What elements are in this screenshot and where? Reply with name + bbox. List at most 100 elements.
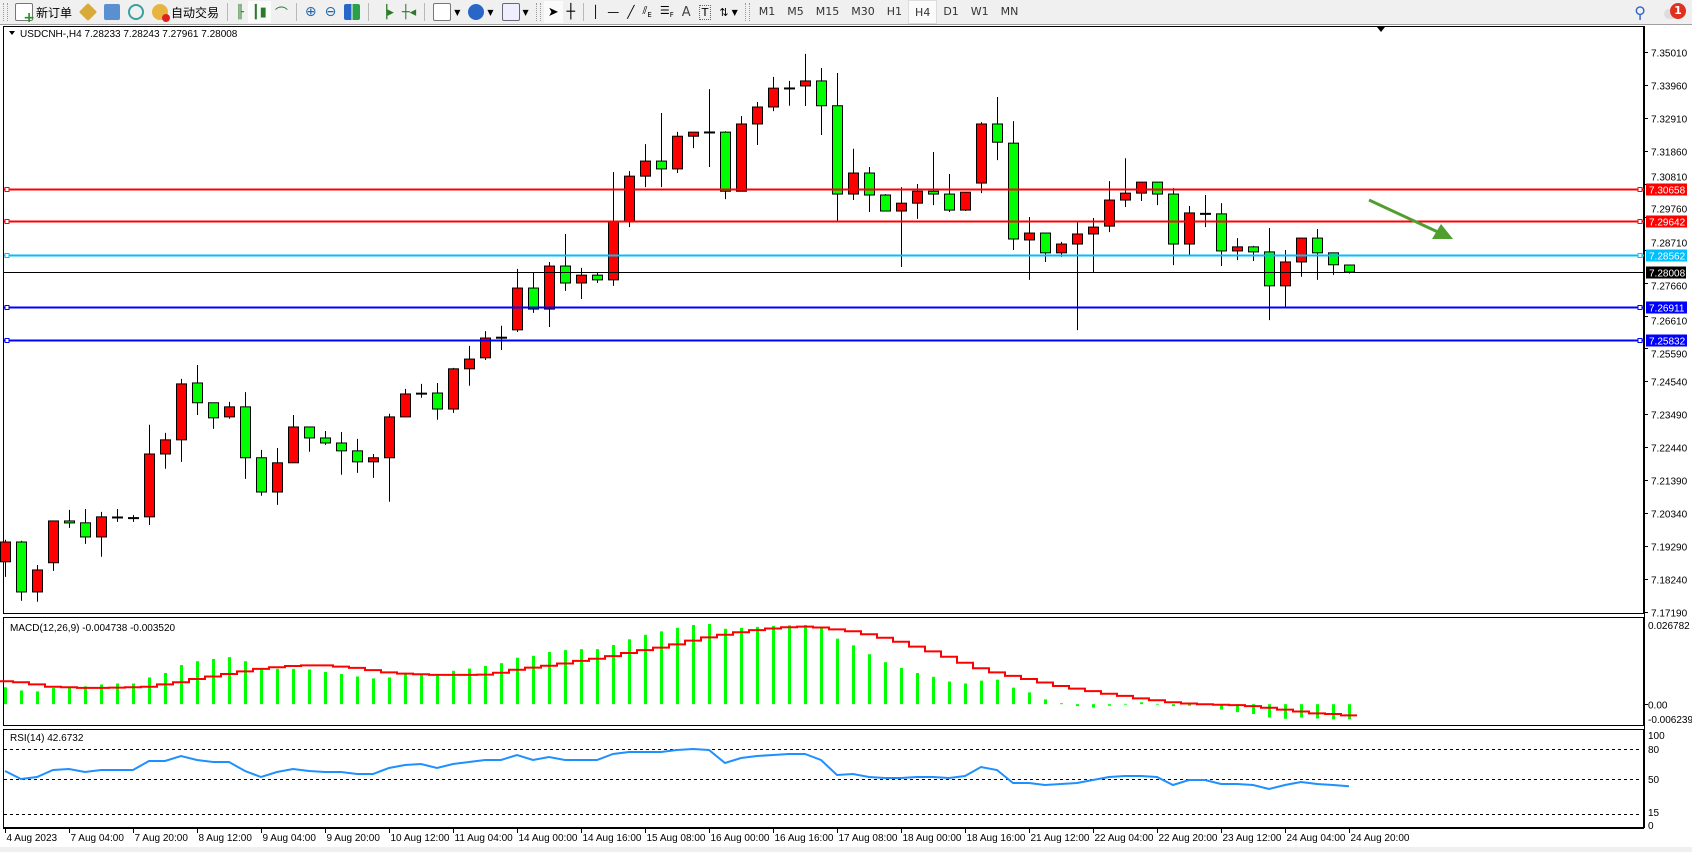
macd-label: MACD(12,26,9) -0.004738 -0.003520	[10, 623, 176, 634]
macd-histogram-bar	[52, 687, 55, 705]
macd-histogram-bar	[660, 631, 663, 705]
chart-shift-button[interactable]: ▕▸	[373, 1, 398, 23]
horizontal-line[interactable]: 7.26911	[4, 301, 1687, 315]
time-tick-label: 16 Aug 16:00	[775, 833, 834, 844]
line-chart-button[interactable]: ⌒	[271, 1, 292, 23]
text-label-icon: T	[698, 4, 712, 20]
green-trend-arrow[interactable]	[1368, 198, 1453, 239]
macd-histogram-bar	[1092, 704, 1095, 708]
timeframe-m15[interactable]: M15	[815, 4, 840, 18]
macd-histogram-bar	[484, 666, 487, 705]
candle-body-up	[688, 131, 699, 137]
candle	[496, 325, 507, 350]
toolbar-grip[interactable]	[744, 3, 750, 21]
macd-histogram-bar	[900, 667, 903, 705]
timeframe-m5[interactable]: M5	[787, 4, 804, 18]
chart-header: USDCNH-,H4 7.28233 7.28243 7.27961 7.280…	[20, 29, 238, 40]
horizontal-line-button[interactable]: —	[603, 1, 623, 23]
separator	[368, 3, 370, 21]
data-window-button[interactable]	[100, 1, 124, 23]
horizontal-line[interactable]: 7.25832	[4, 334, 1687, 348]
bar-chart-button[interactable]: ╟	[232, 1, 248, 23]
macd-histogram-bar	[148, 677, 151, 705]
horizontal-line[interactable]: 7.30658	[4, 183, 1687, 197]
timeframe-d1[interactable]: D1	[943, 4, 959, 18]
macd-histogram-bar	[308, 669, 311, 705]
zoom-in-button[interactable]: ⊕	[301, 1, 321, 23]
candle-body-down	[1008, 142, 1019, 240]
candle-body-down	[1040, 232, 1051, 254]
tile-windows-button[interactable]	[340, 1, 364, 23]
candle-body-up	[1296, 237, 1307, 263]
templates-button[interactable]: ▼	[498, 1, 533, 23]
text-label-button[interactable]: T	[695, 1, 716, 23]
cursor-button[interactable]: ➤	[543, 1, 563, 23]
candle	[528, 272, 539, 313]
time-tick-label: 7 Aug 20:00	[135, 833, 189, 844]
timeframe-h1[interactable]: H1	[886, 4, 903, 18]
chart-shift-marker[interactable]	[1377, 27, 1385, 32]
price-tag-label: 7.28562	[1649, 252, 1686, 263]
line-anchor-handle	[4, 253, 10, 258]
equidistant-channel-button[interactable]: ⫽E	[639, 1, 656, 23]
market-watch-button[interactable]	[76, 1, 100, 23]
toolbar-grip[interactable]	[3, 3, 8, 21]
vertical-line-button[interactable]: │	[588, 1, 603, 23]
auto-trading-button[interactable]: 自动交易	[148, 1, 223, 23]
fibonacci-button[interactable]: ☰F	[656, 1, 678, 23]
crosshair-button[interactable]: ┼	[563, 1, 579, 23]
timeframe-mn[interactable]: MN	[1000, 4, 1019, 18]
search-icon[interactable]: ⚲	[1634, 2, 1646, 22]
notifications-icon[interactable]: 1	[1664, 3, 1686, 21]
zoom-out-icon: ⊖	[324, 4, 337, 20]
horizontal-line[interactable]: 7.28562	[4, 249, 1687, 263]
timeframe-m1[interactable]: M1	[758, 4, 776, 18]
signals-button[interactable]	[124, 1, 148, 23]
candle-body-up	[1024, 232, 1035, 241]
candle-body-up	[448, 368, 459, 410]
candle-body-up	[512, 287, 523, 331]
candle-body-up	[384, 416, 395, 459]
zoom-out-button[interactable]: ⊖	[321, 1, 341, 23]
candle	[1056, 241, 1067, 257]
timeframe-bar: M1 M5 M15 M30 H1 H4 D1 W1 MN	[753, 0, 1025, 24]
rsi-tick-label: 100	[1648, 731, 1665, 742]
macd-histogram-bar	[1012, 687, 1015, 705]
new-order-button[interactable]: + 新订单	[11, 1, 76, 25]
templates-icon	[501, 3, 520, 21]
time-tick-label: 8 Aug 12:00	[199, 833, 253, 844]
arrows-button[interactable]: ⇅ ▼	[715, 1, 741, 23]
candlestick-button[interactable]: ┃▮	[247, 1, 271, 23]
timeframe-m30[interactable]: M30	[851, 4, 875, 18]
candle-body-down	[192, 382, 203, 404]
price-tag	[1646, 334, 1687, 347]
candle	[560, 233, 571, 291]
candle	[704, 89, 715, 168]
toolbar-grip[interactable]	[535, 3, 541, 21]
candle	[768, 76, 779, 112]
trendline-button[interactable]: ╱	[623, 1, 638, 23]
macd-histogram-bar	[1332, 704, 1335, 720]
macd-histogram-bar	[212, 659, 215, 705]
horizontal-line[interactable]: 7.29642	[4, 215, 1687, 229]
indicators-button[interactable]: ▼	[429, 1, 464, 23]
auto-scroll-button[interactable]: ┼◂	[398, 1, 420, 23]
macd-histogram-bar	[852, 645, 855, 705]
candle-body-up	[368, 457, 379, 463]
text-button[interactable]: A	[678, 1, 695, 23]
timeframe-h4[interactable]: H4	[908, 0, 938, 24]
candle	[896, 187, 907, 267]
price-tick-label: 7.31860	[1651, 148, 1688, 159]
current-price-label: 7.28008	[1649, 269, 1686, 280]
macd-histogram-bar	[948, 681, 951, 705]
macd-histogram-bar	[916, 672, 919, 705]
candle	[784, 80, 795, 106]
candle-body-down	[320, 437, 331, 444]
horizontal-line-icon: —	[607, 5, 620, 19]
periods-button[interactable]: ▼	[464, 1, 497, 23]
collapse-triangle-icon[interactable]	[9, 31, 15, 35]
rsi-tick-label: 0	[1648, 821, 1654, 832]
timeframe-w1[interactable]: W1	[970, 4, 989, 18]
macd-histogram-bar	[964, 683, 967, 705]
